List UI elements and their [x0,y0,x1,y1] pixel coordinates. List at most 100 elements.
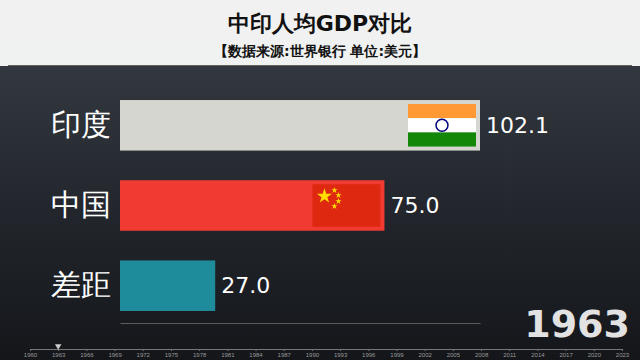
timeline-label: 1966 [80,352,94,358]
tick-mark [622,349,623,351]
bar [120,180,384,231]
tick-mark [171,349,172,351]
tick: 1993 [334,349,348,358]
tick-mark [368,349,369,351]
background [0,0,640,360]
subtitle: 【数据来源:世界银行 单位:美元】 [214,43,426,59]
tick-mark [481,349,482,351]
flag-star [335,192,341,198]
tick: 1978 [193,349,207,358]
tick-mark [312,349,313,351]
tick: 1996 [362,349,376,358]
timeline-label: 1984 [249,352,263,358]
tick-mark [340,349,341,351]
timeline-label: 2017 [559,352,573,358]
flag-stripe [408,104,476,118]
data-label: 27.0 [221,273,270,298]
timeline-label: 1990 [306,352,320,358]
bar [120,260,215,311]
header-background [0,0,640,66]
year-label: 1963 [524,302,630,346]
timeline-line [31,349,623,350]
data-label: 102.1 [486,113,549,138]
tick: 2017 [559,349,573,358]
flag [312,184,380,227]
tick-mark [594,349,595,351]
value-axis [121,323,481,324]
tick: 1990 [306,349,320,358]
tick: 2005 [447,349,461,358]
timeline-label: 2002 [418,352,432,358]
flag-stripe [408,132,476,146]
timeline-label: 1960 [24,352,38,358]
flag-star [335,198,341,204]
tick: 1987 [278,349,292,358]
timeline-label: 1987 [278,352,292,358]
category-label: 差距 [51,267,111,302]
axis-line [121,323,481,324]
flag-stripe [408,118,476,132]
timeline-label: 2008 [475,352,489,358]
tick: 1963 [52,349,66,358]
tick-mark [396,349,397,351]
category-label: 中国 [51,187,111,222]
timeline-label: 1963 [52,352,66,358]
tick: 2014 [531,349,545,358]
timeline-label: 1975 [165,352,179,358]
tick: 1999 [390,349,404,358]
tick: 中国 [51,187,114,222]
title: 中印人均GDP对比 [228,11,412,36]
tick-mark [566,349,567,351]
timeline-label: 2023 [616,352,630,358]
tick-mark [284,349,285,351]
timeline-label: 2011 [503,352,517,358]
tick: 1960 [24,349,38,358]
timeline-label: 1972 [137,352,151,358]
tick: 1975 [165,349,179,358]
tick: 1972 [137,349,151,358]
tick-mark [86,349,87,351]
timeline-label: 1981 [221,352,235,358]
category-axis: 印度中国差距 [51,107,114,302]
tick: 2020 [588,349,602,358]
tick-mark [453,349,454,351]
tick: 2008 [475,349,489,358]
timeline-label: 2005 [447,352,461,358]
tick-mark [425,349,426,351]
tick-mark [256,349,257,351]
tick-mark [199,349,200,351]
tick: 2023 [616,349,630,358]
tick: 2011 [503,349,517,358]
flag-wheel [436,119,448,131]
flag-star [317,188,332,202]
tick-mark [30,349,31,351]
timeline-label: 1996 [362,352,376,358]
timeline-label: 2014 [531,352,545,358]
tick: 2002 [418,349,432,358]
timeline-label: 2020 [588,352,602,358]
tick-mark [115,349,116,351]
tick: 印度 [51,107,114,142]
flag-field [312,184,380,227]
tick-mark [227,349,228,351]
timeline-label: 1999 [390,352,404,358]
tick: 1984 [249,349,263,358]
tick: 1969 [108,349,122,358]
flag [408,104,476,147]
flag-star [331,203,337,209]
tick-mark [509,349,510,351]
timeline-label: 1993 [334,352,348,358]
bars [120,100,480,311]
tick: 1966 [80,349,94,358]
category-label: 印度 [51,107,111,142]
timeline-label: 1978 [193,352,207,358]
header-rule [8,65,632,67]
timeline-marker [55,344,61,350]
data-label: 75.0 [390,193,439,218]
tick-mark [537,349,538,351]
tick: 1981 [221,349,235,358]
chart: 中印人均GDP对比【数据来源:世界银行 单位:美元】 102.1 75.0 27.0 印… [0,0,640,360]
flag-star [331,187,337,193]
tick-mark [143,349,144,351]
bar [120,100,480,151]
